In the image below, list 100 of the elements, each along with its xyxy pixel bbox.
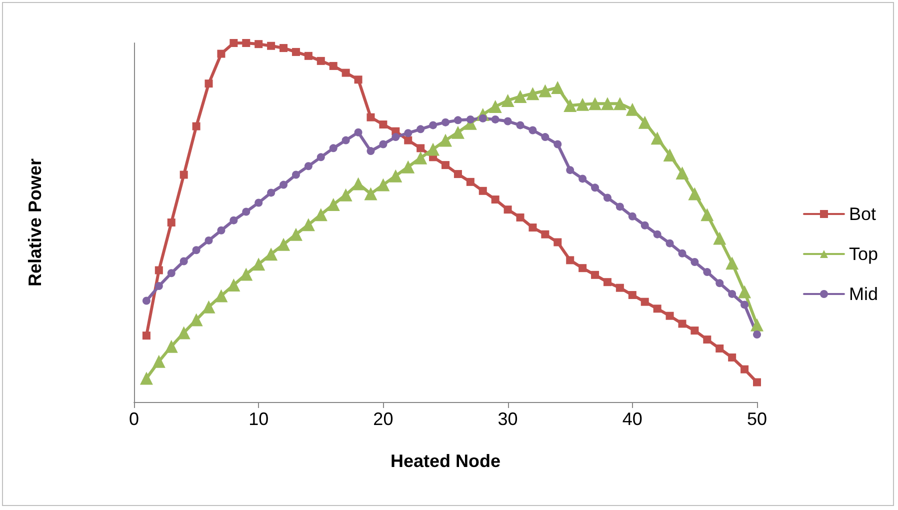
point bbox=[167, 218, 176, 226]
point bbox=[304, 52, 312, 60]
point bbox=[566, 256, 574, 264]
point bbox=[628, 291, 636, 300]
point bbox=[142, 332, 150, 340]
point bbox=[316, 56, 325, 65]
point bbox=[538, 84, 552, 98]
point bbox=[230, 216, 238, 224]
point bbox=[142, 296, 150, 305]
point bbox=[600, 97, 614, 110]
x-axis-title: Heated Node bbox=[390, 451, 501, 471]
point bbox=[366, 147, 375, 156]
point bbox=[504, 206, 512, 214]
point bbox=[588, 97, 602, 110]
point bbox=[516, 213, 524, 222]
legend-label: Mid bbox=[848, 284, 878, 304]
point bbox=[404, 136, 412, 144]
point bbox=[750, 318, 764, 332]
point bbox=[626, 102, 639, 116]
y-axis-title: Relative Power bbox=[25, 158, 45, 287]
point bbox=[167, 269, 176, 278]
point bbox=[217, 226, 226, 234]
point bbox=[404, 129, 412, 138]
x-tick-label: 0 bbox=[128, 409, 140, 429]
point bbox=[504, 117, 512, 126]
point bbox=[688, 187, 702, 200]
point bbox=[416, 125, 425, 134]
point bbox=[526, 87, 540, 100]
point bbox=[541, 133, 550, 142]
point bbox=[292, 170, 300, 179]
point bbox=[488, 100, 502, 114]
point bbox=[478, 186, 487, 195]
point bbox=[528, 224, 537, 232]
point bbox=[254, 198, 263, 207]
x-tick-label: 30 bbox=[498, 409, 518, 429]
point bbox=[638, 116, 652, 129]
point bbox=[192, 246, 200, 254]
point bbox=[217, 50, 226, 58]
point bbox=[564, 98, 577, 112]
point bbox=[426, 142, 440, 156]
point bbox=[501, 94, 514, 107]
point bbox=[376, 178, 390, 192]
point bbox=[204, 236, 213, 244]
point bbox=[650, 132, 664, 145]
point bbox=[292, 48, 300, 56]
point bbox=[541, 230, 550, 238]
point bbox=[690, 258, 699, 266]
point bbox=[591, 184, 600, 192]
point bbox=[576, 98, 590, 111]
point bbox=[379, 140, 388, 148]
point bbox=[242, 39, 250, 47]
point bbox=[740, 300, 749, 309]
point bbox=[753, 378, 761, 386]
point bbox=[254, 40, 263, 48]
point bbox=[354, 76, 362, 84]
point bbox=[280, 44, 288, 52]
point bbox=[379, 120, 388, 128]
point bbox=[192, 122, 200, 130]
point bbox=[703, 336, 712, 344]
point bbox=[202, 300, 216, 314]
point bbox=[740, 365, 749, 374]
point bbox=[342, 136, 350, 144]
point bbox=[354, 128, 362, 136]
x-tick-label: 20 bbox=[373, 409, 394, 429]
point bbox=[628, 212, 636, 220]
point bbox=[214, 289, 228, 302]
point bbox=[352, 177, 365, 190]
x-tick-label: 10 bbox=[248, 409, 269, 429]
point bbox=[653, 230, 662, 238]
point bbox=[140, 372, 153, 385]
point bbox=[329, 62, 338, 70]
point bbox=[316, 153, 325, 162]
point bbox=[653, 304, 662, 313]
point bbox=[728, 353, 736, 362]
point bbox=[663, 148, 676, 162]
point bbox=[289, 228, 302, 241]
point bbox=[439, 134, 452, 147]
point bbox=[277, 238, 290, 251]
point bbox=[339, 188, 352, 202]
x-tick-label: 40 bbox=[622, 409, 642, 429]
point bbox=[402, 160, 415, 174]
point bbox=[603, 194, 612, 202]
point bbox=[700, 208, 714, 222]
point bbox=[302, 218, 315, 232]
point bbox=[703, 268, 712, 276]
point bbox=[264, 248, 278, 261]
point bbox=[753, 330, 761, 339]
point bbox=[154, 282, 163, 290]
point bbox=[204, 80, 213, 88]
point bbox=[616, 202, 624, 211]
point bbox=[364, 187, 378, 200]
point bbox=[613, 97, 626, 110]
point bbox=[640, 221, 649, 230]
point bbox=[267, 42, 276, 50]
point bbox=[366, 113, 375, 122]
point bbox=[177, 326, 190, 340]
x-tick-label: 50 bbox=[746, 409, 768, 429]
point bbox=[528, 126, 537, 134]
point bbox=[392, 133, 400, 142]
point bbox=[591, 270, 600, 279]
